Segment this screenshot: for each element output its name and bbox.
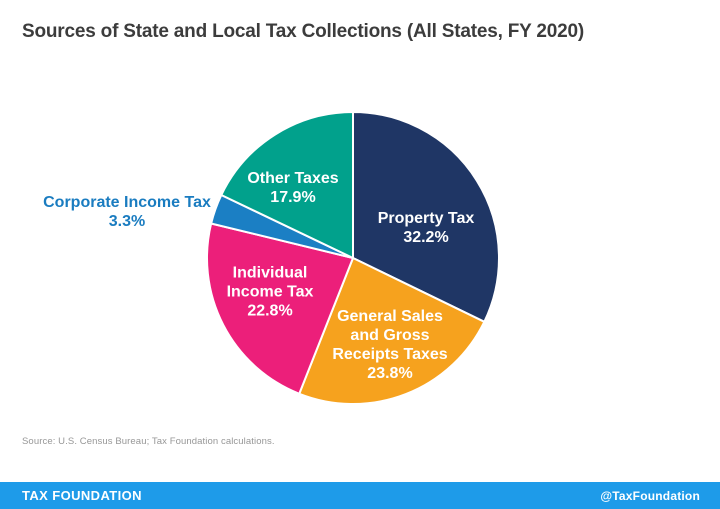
footer-brand-text: TAX FOUNDATION [22,488,142,503]
source-note: Source: U.S. Census Bureau; Tax Foundati… [22,436,275,447]
pie-slice-property-tax [352,111,500,323]
footer-twitter-handle: @TaxFoundation [600,488,700,503]
pie-slice-individual-income-tax [206,222,354,395]
footer-bar: TAX FOUNDATION @TaxFoundation [0,482,720,509]
pie-slice-general-sales-and-gross-receipts-taxes [298,257,486,405]
pie-slice-other-taxes [220,111,354,259]
chart-title: Sources of State and Local Tax Collectio… [22,21,584,42]
